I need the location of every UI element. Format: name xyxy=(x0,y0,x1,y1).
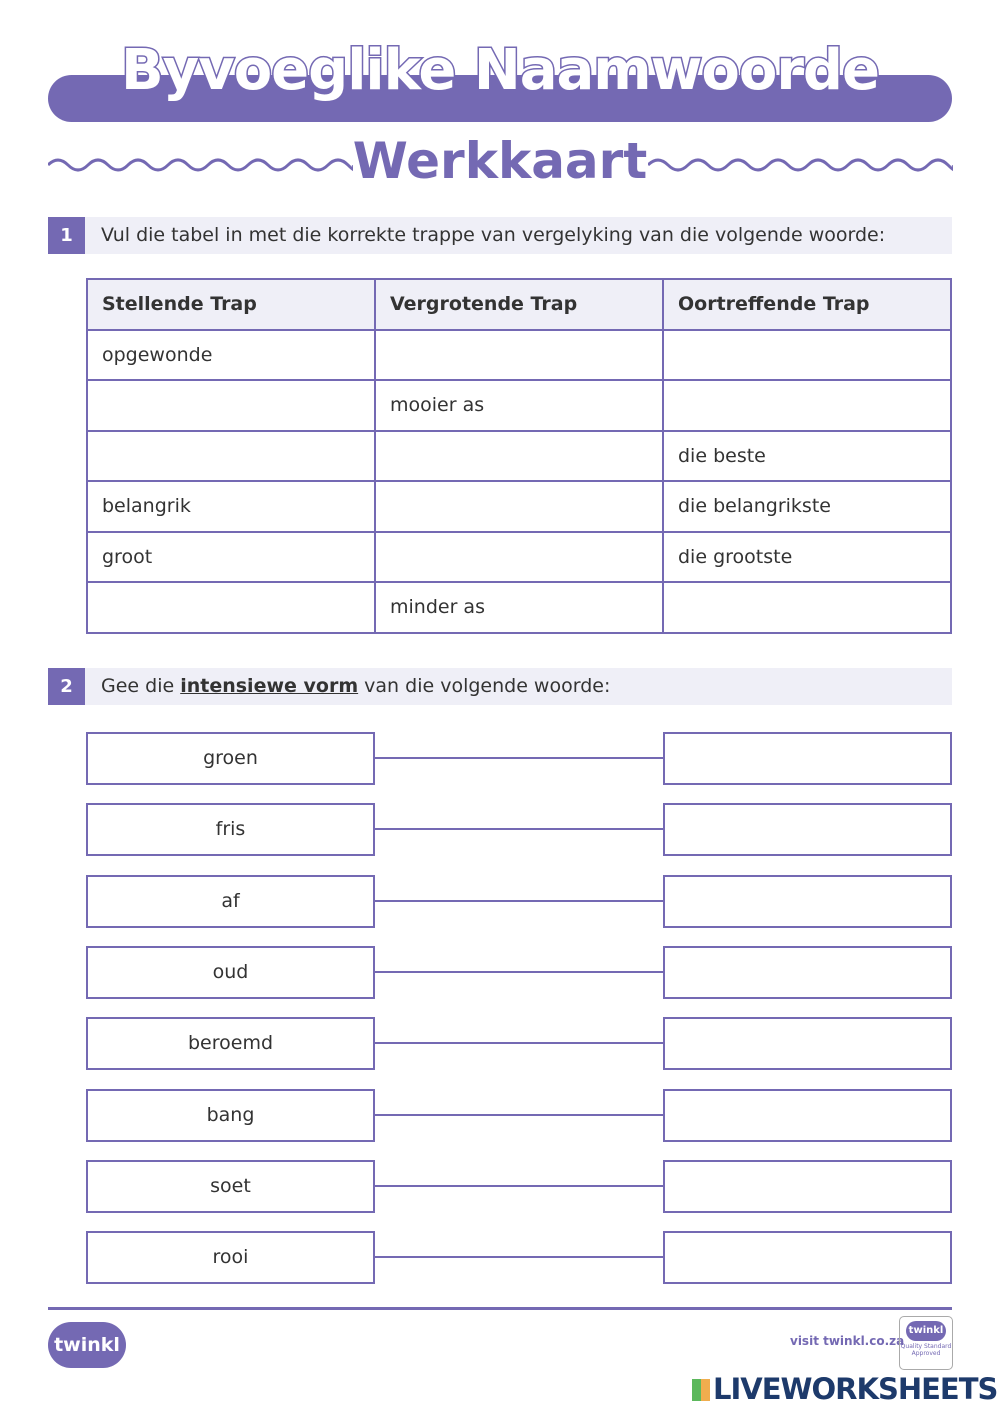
table-cell: belangrik xyxy=(86,480,376,533)
watermark-text: LIVEWORKSHEETS xyxy=(713,1372,998,1406)
word-box: soet xyxy=(86,1159,375,1213)
page-title: Byvoeglike Naamwoorde xyxy=(120,37,882,105)
table-cell: minder as xyxy=(374,581,664,634)
connector-line xyxy=(374,1113,663,1116)
title-banner xyxy=(48,75,952,122)
word-box: groen xyxy=(86,732,375,785)
connector-line xyxy=(374,970,663,973)
footer-divider xyxy=(48,1307,952,1310)
column-header: Stellende Trap xyxy=(86,278,376,331)
table-row: mooier as xyxy=(86,379,952,432)
word-box: beroemd xyxy=(86,1017,375,1071)
answer-cell[interactable] xyxy=(374,480,664,533)
liveworksheets-icon xyxy=(692,1379,710,1401)
question-text: Vul die tabel in met die korrekte trappe… xyxy=(101,224,886,246)
wave-divider-right xyxy=(648,158,953,172)
answer-box[interactable] xyxy=(663,803,952,857)
answer-box[interactable] xyxy=(663,1088,952,1142)
table-cell: die belangrikste xyxy=(662,480,952,533)
answer-box[interactable] xyxy=(663,732,952,785)
table-cell: opgewonde xyxy=(86,328,376,381)
comparison-table: Stellende Trap Vergrotende Trap Oortreff… xyxy=(86,278,952,634)
answer-cell[interactable] xyxy=(374,530,664,583)
question-2-bar: 2 Gee die intensiewe vorm van die volgen… xyxy=(48,668,952,705)
word-box: oud xyxy=(86,945,375,999)
column-header: Oortreffende Trap xyxy=(662,278,952,331)
word-box: bang xyxy=(86,1088,375,1142)
table-cell: mooier as xyxy=(374,379,664,432)
question-text: Gee die intensiewe vorm van die volgende… xyxy=(101,668,610,705)
page-subtitle: Werkkaart xyxy=(352,132,648,190)
question-1-bar: 1 Vul die tabel in met die korrekte trap… xyxy=(48,217,952,254)
table-cell: groot xyxy=(86,530,376,583)
table-cell: die grootste xyxy=(662,530,952,583)
table-row: opgewonde xyxy=(86,328,952,381)
visit-link[interactable]: visit twinkl.co.za xyxy=(790,1334,905,1348)
answer-cell[interactable] xyxy=(374,429,664,482)
table-row: groot die grootste xyxy=(86,530,952,583)
answer-box[interactable] xyxy=(663,1231,952,1285)
wave-divider-left xyxy=(48,158,353,172)
table-cell: die beste xyxy=(662,429,952,482)
answer-box[interactable] xyxy=(663,1159,952,1213)
answer-cell[interactable] xyxy=(662,379,952,432)
answer-box[interactable] xyxy=(663,874,952,928)
twinkl-logo: twinkl xyxy=(48,1322,126,1368)
answer-box[interactable] xyxy=(663,945,952,999)
answer-box[interactable] xyxy=(663,1017,952,1071)
connector-line xyxy=(374,1256,663,1259)
question-number: 2 xyxy=(48,668,85,705)
answer-cell[interactable] xyxy=(86,429,376,482)
table-row: belangrik die belangrikste xyxy=(86,480,952,533)
liveworksheets-watermark: LIVEWORKSHEETS xyxy=(692,1372,998,1406)
answer-cell[interactable] xyxy=(662,581,952,634)
connector-line xyxy=(374,757,663,759)
answer-cell[interactable] xyxy=(86,379,376,432)
connector-line xyxy=(374,899,663,902)
table-row: minder as xyxy=(86,581,952,634)
badge-logo: twinkl xyxy=(906,1321,946,1341)
word-box: fris xyxy=(86,803,375,857)
quality-badge: twinkl Quality Standard Approved xyxy=(899,1316,953,1370)
word-box: af xyxy=(86,874,375,928)
connector-line xyxy=(374,1042,663,1045)
text: Gee die xyxy=(101,675,181,697)
answer-cell[interactable] xyxy=(86,581,376,634)
connector-line xyxy=(374,828,663,831)
connector-line xyxy=(374,1184,663,1187)
emphasis-text: intensiewe vorm xyxy=(180,675,359,697)
table-row: die beste xyxy=(86,429,952,482)
question-number: 1 xyxy=(48,217,85,254)
answer-cell[interactable] xyxy=(374,328,664,381)
word-box: rooi xyxy=(86,1231,375,1285)
column-header: Vergrotende Trap xyxy=(374,278,664,331)
badge-text: Quality Standard Approved xyxy=(900,1343,952,1357)
answer-cell[interactable] xyxy=(662,328,952,381)
text: van die volgende woorde: xyxy=(358,675,611,697)
